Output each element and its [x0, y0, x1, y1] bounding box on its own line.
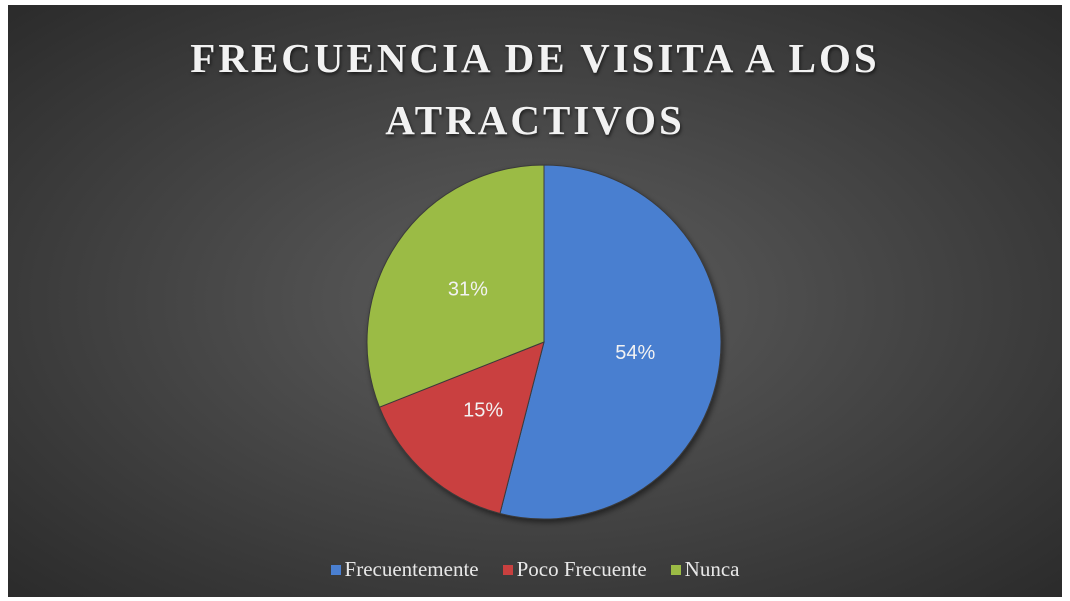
legend-entry: Nunca: [670, 557, 740, 582]
legend-entry: Poco Frecuente: [502, 557, 647, 582]
data-label: 15%: [463, 399, 503, 421]
legend-label: Nunca: [684, 557, 740, 581]
data-label: 54%: [615, 342, 655, 364]
pie-slice: [366, 164, 545, 408]
pie-slice: [499, 164, 722, 520]
legend-entry: Frecuentemente: [330, 557, 479, 582]
pie-slice: [378, 341, 545, 515]
legend-swatch: [330, 564, 341, 575]
chart: 54% 15% 31%: [366, 164, 722, 520]
chart-area: 54% 15% 31% FRECUENCIA DE VISITA A LOS ATR…: [8, 5, 1062, 597]
pie: [366, 164, 722, 520]
legend: Frecuentemente Poco Frecuente Nunca: [8, 557, 1062, 582]
legend-swatch: [502, 564, 513, 575]
chart-title: FRECUENCIA DE VISITA A LOS ATRACTIVOS: [190, 35, 880, 143]
legend-label: Poco Frecuente: [516, 557, 647, 581]
data-label: 31%: [448, 279, 488, 301]
legend-label: Frecuentemente: [344, 557, 479, 581]
legend-swatch: [670, 564, 681, 575]
